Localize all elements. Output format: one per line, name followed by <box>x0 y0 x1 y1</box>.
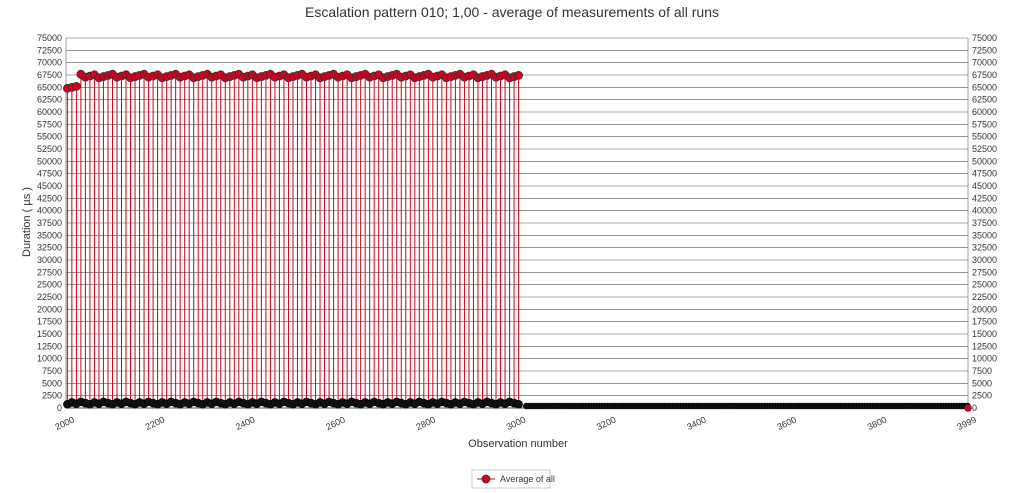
data-point-high <box>514 70 523 80</box>
grid <box>65 37 969 409</box>
y-tick-label-right: 50000 <box>972 156 997 166</box>
y-tick-label-right: 47500 <box>972 169 997 179</box>
x-tick-label: 3999 <box>956 415 978 433</box>
y-tick-label: 35000 <box>37 230 62 240</box>
data-point-low <box>514 399 523 409</box>
y-tick-label-right: 52500 <box>972 144 997 154</box>
y-tick-label: 65000 <box>37 82 62 92</box>
y-tick-label: 30000 <box>37 255 62 265</box>
data-point-high <box>71 81 81 91</box>
y-tick-label-right: 20000 <box>972 304 997 314</box>
y-tick-label: 57500 <box>37 119 62 129</box>
y-tick-label: 52500 <box>37 144 62 154</box>
x-axis-ticks: 2000 2200 2400 2600 2800 3000 3200 3400 3600 3800… <box>54 415 978 433</box>
legend-box <box>471 469 551 489</box>
y-tick-label-right: 60000 <box>972 107 997 117</box>
y-tick-label: 37500 <box>37 218 62 228</box>
y-tick-label: 40000 <box>37 206 62 216</box>
chart-title: Escalation pattern 010; 1,00 - average o… <box>305 4 719 20</box>
y-tick-label: 47500 <box>37 169 62 179</box>
y-tick-label: 20000 <box>37 304 62 314</box>
y-tick-label-right: 67500 <box>972 70 997 80</box>
y-tick-label-right: 32500 <box>972 243 997 253</box>
legend-label: Average of all <box>500 474 555 484</box>
y-tick-label-right: 17500 <box>972 317 997 327</box>
y-tick-label: 27500 <box>37 267 62 277</box>
y-tick-label: 75000 <box>37 33 62 43</box>
y-tick-label-right: 0 <box>972 403 977 413</box>
x-tick-label: 3000 <box>505 415 527 433</box>
y-tick-label-right: 2500 <box>972 391 992 401</box>
y-tick-label: 25000 <box>37 280 62 290</box>
y-tick-label-right: 65000 <box>972 82 997 92</box>
y-tick-label-right: 30000 <box>972 255 997 265</box>
y-tick-label-right: 62500 <box>972 95 997 105</box>
y-tick-label-right: 45000 <box>972 181 997 191</box>
y-tick-label-right: 55000 <box>972 132 997 142</box>
series-high-points <box>62 69 972 412</box>
y-tick-label-right: 40000 <box>972 206 997 216</box>
y-tick-label: 45000 <box>37 181 62 191</box>
y-tick-label: 5000 <box>42 378 62 388</box>
y-tick-label-right: 25000 <box>972 280 997 290</box>
y-tick-label: 22500 <box>37 292 62 302</box>
x-tick-label: 2600 <box>324 415 346 433</box>
x-tick-label: 2800 <box>415 415 437 433</box>
y-tick-label: 42500 <box>37 193 62 203</box>
legend: Average of all <box>471 469 555 489</box>
y-tick-label: 70000 <box>37 58 62 68</box>
y-tick-label: 67500 <box>37 70 62 80</box>
y-axis-label: Duration ( µs ) <box>21 187 33 257</box>
series-stems <box>66 74 520 405</box>
x-tick-label: 3400 <box>685 415 707 433</box>
y-axis-left-ticks: 0 2500 5000 7500 10000 12500 15000 17500 20000 22… <box>37 33 62 413</box>
y-tick-label-right: 75000 <box>972 33 997 43</box>
y-tick-label-right: 22500 <box>972 292 997 302</box>
y-tick-label-right: 57500 <box>972 119 997 129</box>
data-point-last <box>964 404 972 412</box>
y-tick-label-right: 37500 <box>972 218 997 228</box>
x-axis-label: Observation number <box>468 438 568 450</box>
y-tick-label-right: 72500 <box>972 45 997 55</box>
y-tick-label-right: 27500 <box>972 267 997 277</box>
x-tick-label: 2200 <box>144 415 166 433</box>
y-tick-label: 60000 <box>37 107 62 117</box>
y-tick-label: 2500 <box>42 391 62 401</box>
y-tick-label-right: 10000 <box>972 354 997 364</box>
y-tick-label: 0 <box>57 403 62 413</box>
y-tick-label: 62500 <box>37 95 62 105</box>
y-tick-label: 15000 <box>37 329 62 339</box>
y-tick-label: 17500 <box>37 317 62 327</box>
y-tick-label-right: 7500 <box>972 366 992 376</box>
x-tick-label: 2400 <box>234 415 256 433</box>
y-tick-label-right: 12500 <box>972 341 997 351</box>
x-tick-label: 3600 <box>776 415 798 433</box>
x-tick-label: 3800 <box>866 415 888 433</box>
y-tick-label-right: 42500 <box>972 193 997 203</box>
y-tick-label-right: 5000 <box>972 378 992 388</box>
y-tick-label: 10000 <box>37 354 62 364</box>
x-tick-label: 2000 <box>54 415 76 433</box>
y-tick-label-right: 70000 <box>972 58 997 68</box>
legend-marker <box>481 474 491 484</box>
y-tick-label: 55000 <box>37 132 62 142</box>
series-low-points <box>63 397 971 410</box>
y-tick-label-right: 15000 <box>972 329 997 339</box>
y-tick-label: 50000 <box>37 156 62 166</box>
x-tick-label: 3200 <box>595 415 617 433</box>
y-axis-right-ticks: 0 2500 5000 7500 10000 12500 15000 17500 20000 22… <box>972 33 997 413</box>
y-tick-label: 32500 <box>37 243 62 253</box>
y-tick-label: 72500 <box>37 45 62 55</box>
y-tick-label-right: 35000 <box>972 230 997 240</box>
y-tick-label: 12500 <box>37 341 62 351</box>
y-tick-label: 7500 <box>42 366 62 376</box>
